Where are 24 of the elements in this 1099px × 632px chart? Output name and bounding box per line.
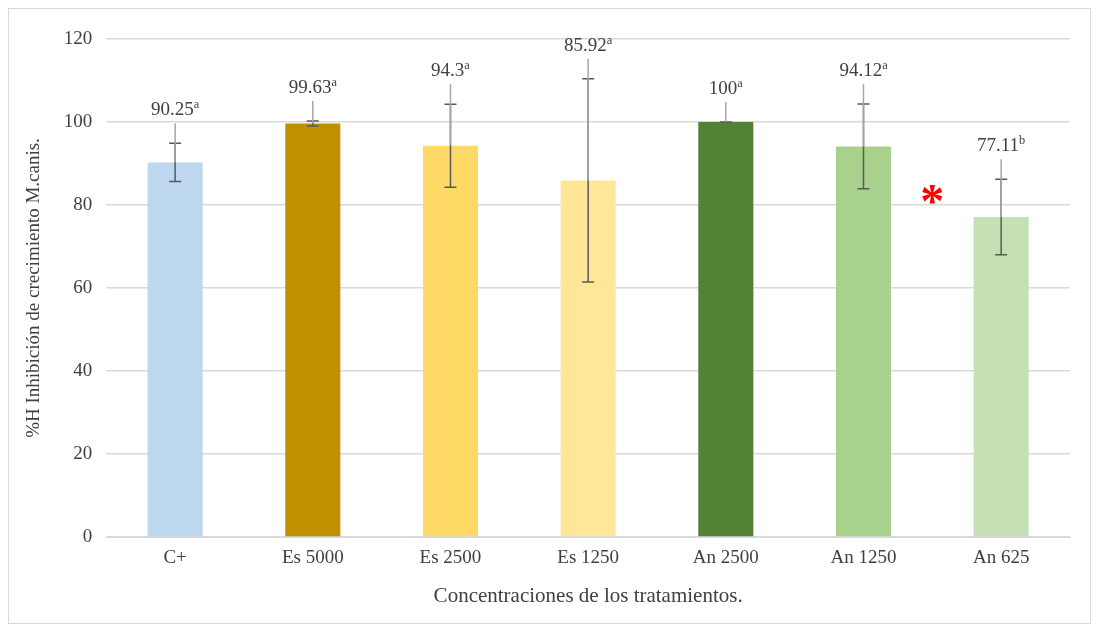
y-tick-label: 20 [73,441,93,463]
y-axis-title: %H Inhibición de crecimiento M.canis. [22,138,44,438]
y-tick-label: 100 [63,109,93,131]
x-axis-title: Concentraciones de los tratamientos. [433,582,743,607]
bar [835,146,892,537]
x-tick-label: Es 5000 [281,546,344,568]
x-tick-label: An 1250 [830,546,897,568]
bar [285,123,341,537]
bar [560,180,616,537]
x-tick-label: An 625 [972,546,1030,568]
y-tick-label: 80 [73,192,93,214]
annotation: * [920,174,945,227]
bar [698,122,754,537]
y-tick-label: 40 [73,358,93,380]
y-tick-label: 0 [82,524,93,546]
x-tick-label: C+ [163,546,187,568]
x-tick-label: An 2500 [692,546,759,568]
bar [973,216,1029,537]
bar [147,162,203,537]
x-tick-label: Es 1250 [557,546,620,568]
y-tick-label: 120 [63,26,93,48]
bar [422,145,479,537]
y-tick-label: 60 [73,275,93,297]
x-tick-label: Es 2500 [419,546,482,568]
